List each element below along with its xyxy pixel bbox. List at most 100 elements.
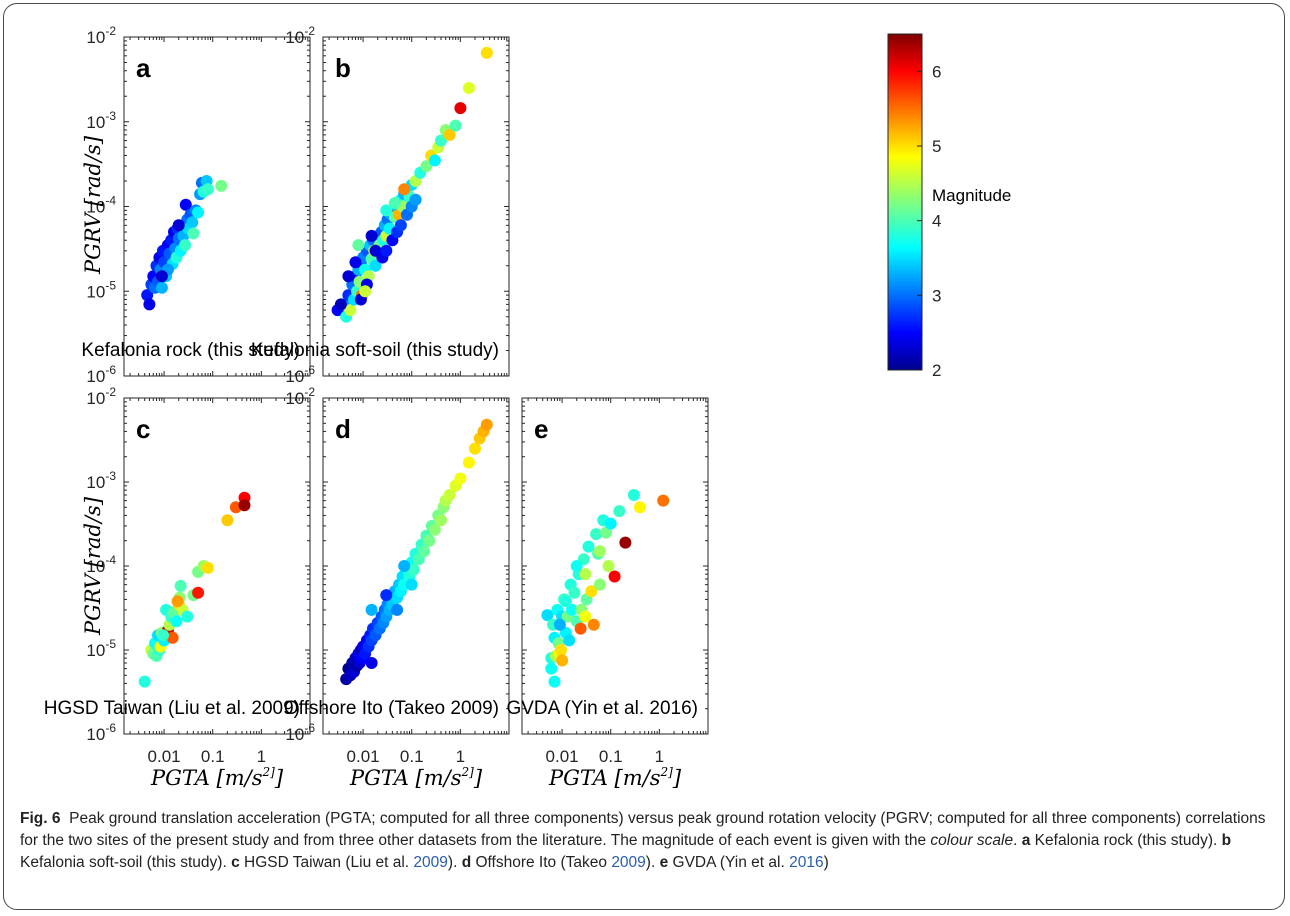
data-point	[365, 603, 378, 616]
data-point	[570, 560, 583, 572]
y-tick-label: 10-6	[86, 721, 116, 744]
panel-label: c	[136, 414, 150, 444]
y-tick-label: 10-6	[86, 363, 116, 386]
data-point	[186, 216, 199, 229]
caption-text-c1: HGSD Taiwan (Liu et al.	[239, 854, 414, 871]
x-tick-label: 0.01	[148, 747, 181, 766]
data-point	[579, 610, 592, 623]
data-point	[435, 514, 447, 527]
caption-text-d1: Offshore Ito (Takeo	[471, 854, 612, 871]
data-point	[138, 675, 151, 688]
data-point	[428, 523, 441, 536]
data-point	[454, 472, 467, 485]
caption-text-b: Kefalonia soft-soil (this study).	[20, 854, 232, 871]
y-tick-label: 10-3	[86, 109, 116, 132]
data-point	[454, 102, 467, 115]
data-point	[141, 289, 154, 302]
data-point	[179, 198, 192, 211]
x-tick-label: 1	[257, 747, 266, 766]
data-point	[435, 134, 447, 147]
caption-key-a: a	[1021, 832, 1031, 849]
data-point	[179, 239, 192, 252]
data-point	[181, 610, 194, 623]
data-point	[192, 586, 205, 599]
caption-text-d2: ).	[645, 854, 660, 871]
data-point	[369, 259, 382, 272]
caption-text-a: Kefalonia rock (this study).	[1030, 832, 1222, 849]
x-tick-label: 0.01	[546, 747, 579, 766]
panel-title: HGSD Taiwan (Liu et al. 2009)	[44, 698, 300, 719]
data-point	[391, 603, 404, 616]
caption-text-e2: )	[823, 854, 829, 871]
data-point	[202, 183, 214, 196]
x-axis-label: PGTA [m/s2]]	[150, 765, 284, 790]
data-point	[388, 197, 401, 209]
data-point	[462, 82, 475, 94]
data-point	[407, 563, 420, 576]
data-point	[449, 119, 462, 132]
data-point	[202, 561, 214, 574]
y-tick-label: 10-2	[86, 385, 116, 408]
data-point	[157, 629, 169, 642]
y-tick-label: 10-2	[285, 385, 315, 408]
data-point	[342, 270, 355, 283]
data-point	[566, 603, 578, 616]
panel-label: b	[335, 53, 351, 83]
data-point	[443, 489, 456, 501]
data-point	[221, 514, 234, 527]
axes-box	[123, 36, 311, 377]
caption-text-c2: ).	[447, 854, 462, 871]
panel-d: 10-2 10-6 0.01 0.1 1 d Offshore Ito (Takeo 200…	[284, 385, 510, 766]
data-point	[593, 545, 606, 558]
data-point	[359, 285, 372, 298]
y-tick-label: 10-5	[86, 637, 116, 660]
caption-ref-link[interactable]: 2009	[611, 854, 646, 871]
data-point	[398, 183, 411, 196]
colorbar-tick-label: 5	[932, 137, 941, 156]
data-point	[462, 456, 475, 469]
caption-text-1: Peak ground translation acceleration (PG…	[20, 810, 1266, 849]
y-tick-label: 10-6	[285, 363, 315, 386]
data-point	[380, 244, 393, 257]
x-tick-label: 0.1	[400, 747, 424, 766]
colorbar-tick-label: 3	[932, 286, 941, 305]
data-point	[602, 560, 615, 572]
data-point	[172, 219, 185, 232]
panel-e: 0.01 0.1 1 e GVDA (Yin et al. 2016)	[506, 397, 709, 766]
data-point	[627, 489, 640, 501]
caption-colour-scale: colour scale	[930, 832, 1014, 849]
y-tick-label: 10-3	[86, 469, 116, 492]
colorbar-label: Magnitude	[932, 186, 1011, 205]
panel-title: Kefalonia rock (this study)	[81, 340, 300, 361]
data-point	[405, 578, 418, 591]
caption-key-c: c	[231, 854, 240, 871]
data-point	[585, 585, 598, 598]
caption-key-e: e	[659, 854, 669, 871]
caption-text-e1: GVDA (Yin et al.	[668, 854, 790, 871]
data-point	[469, 442, 481, 455]
data-point	[380, 204, 393, 217]
x-axis-label: PGTA [m/s2]]	[548, 765, 682, 790]
data-point	[238, 499, 251, 512]
x-tick-label: 0.01	[347, 747, 380, 766]
data-point	[657, 494, 670, 507]
data-point	[398, 560, 411, 572]
caption-ref-link[interactable]: 2016	[789, 854, 824, 871]
y-tick-label: 10-5	[86, 278, 116, 301]
panel-title: GVDA (Yin et al. 2016)	[506, 698, 698, 719]
data-point	[409, 193, 422, 206]
data-point	[174, 579, 187, 592]
data-point	[420, 160, 433, 173]
panel-a: 10-2 10-3 10-4 10-5 10-6 a Kefalonia rock (thi…	[81, 24, 311, 386]
data-point	[634, 501, 646, 514]
data-point	[480, 46, 493, 59]
data-point	[394, 219, 407, 232]
data-point	[334, 298, 347, 311]
data-point	[480, 418, 493, 431]
x-axis-label: PGTA [m/s2]]	[349, 765, 483, 790]
x-tick-label: 1	[655, 747, 664, 766]
data-point	[574, 622, 587, 635]
y-axis-label: PGRV [rad/s]	[81, 496, 105, 636]
x-tick-label: 1	[456, 747, 465, 766]
caption-ref-link[interactable]: 2009	[413, 854, 448, 871]
